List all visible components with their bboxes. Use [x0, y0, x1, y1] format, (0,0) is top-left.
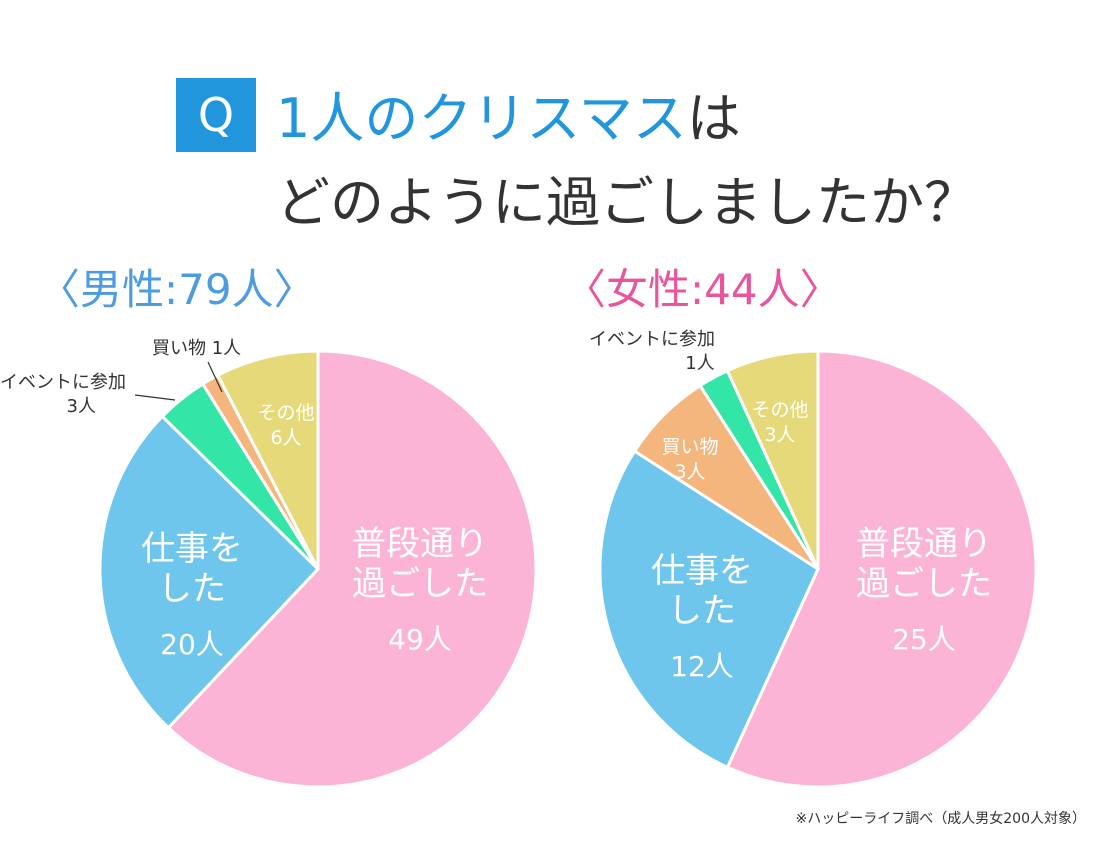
male-pie-slice-0 — [166, 349, 538, 789]
female-count-1: 12人 — [670, 650, 734, 683]
female-label-0-line-0: 普段通り — [856, 524, 992, 564]
female-label-2-line-0: 買い物 — [661, 436, 718, 458]
female-group-label: 〈女性:44人〉 — [564, 265, 842, 314]
female-pie-slice-0 — [725, 349, 1038, 789]
male-label-0-line-0: 普段通り — [352, 524, 488, 564]
male-label-1-line-1: した — [158, 569, 226, 609]
male-label-2: イベントに参加 — [0, 372, 126, 393]
question-title-highlight: 1人のクリスマス — [276, 87, 687, 150]
male-group-label: 〈男性:79人〉 — [38, 265, 316, 314]
male-label-1-line-0: 仕事を — [141, 529, 243, 569]
female-label-4-line-0: その他 — [751, 399, 808, 421]
male-count-4: 6人 — [270, 427, 301, 449]
male-label-3: 買い物 1人 — [152, 338, 241, 359]
footnote: ※ハッピーライフ調べ（成人男女200人対象） — [795, 811, 1086, 827]
female-pie-slice-1 — [598, 449, 820, 770]
male-pie-slice-1 — [98, 414, 321, 730]
female-count-0: 25人 — [892, 623, 956, 656]
question-title-line2: どのように過ごしましたか？ — [276, 171, 978, 234]
male-leader-line-2 — [134, 394, 176, 401]
female-count-3: 1人 — [685, 353, 714, 374]
male-label-4-line-0: その他 — [257, 402, 314, 424]
male-leader-line-3 — [207, 361, 223, 393]
female-count-2: 3人 — [674, 461, 705, 483]
question-title-line1: 1人のクリスマスは — [276, 74, 741, 153]
female-count-4: 3人 — [764, 424, 795, 446]
male-count-0: 49人 — [388, 623, 452, 656]
female-label-3: イベントに参加 — [589, 329, 715, 350]
question-badge: Q — [176, 78, 256, 152]
male-label-0-line-1: 過ごした — [352, 564, 488, 604]
female-label-1-line-1: した — [668, 591, 736, 631]
male-count-1: 20人 — [160, 628, 224, 661]
question-title-tail: は — [686, 87, 741, 150]
male-count-2: 3人 — [67, 396, 96, 417]
female-pie-slice-4 — [725, 349, 820, 570]
female-label-0-line-1: 過ごした — [856, 564, 992, 604]
female-label-1-line-0: 仕事を — [651, 551, 753, 591]
male-pie-slice-4 — [215, 349, 320, 570]
